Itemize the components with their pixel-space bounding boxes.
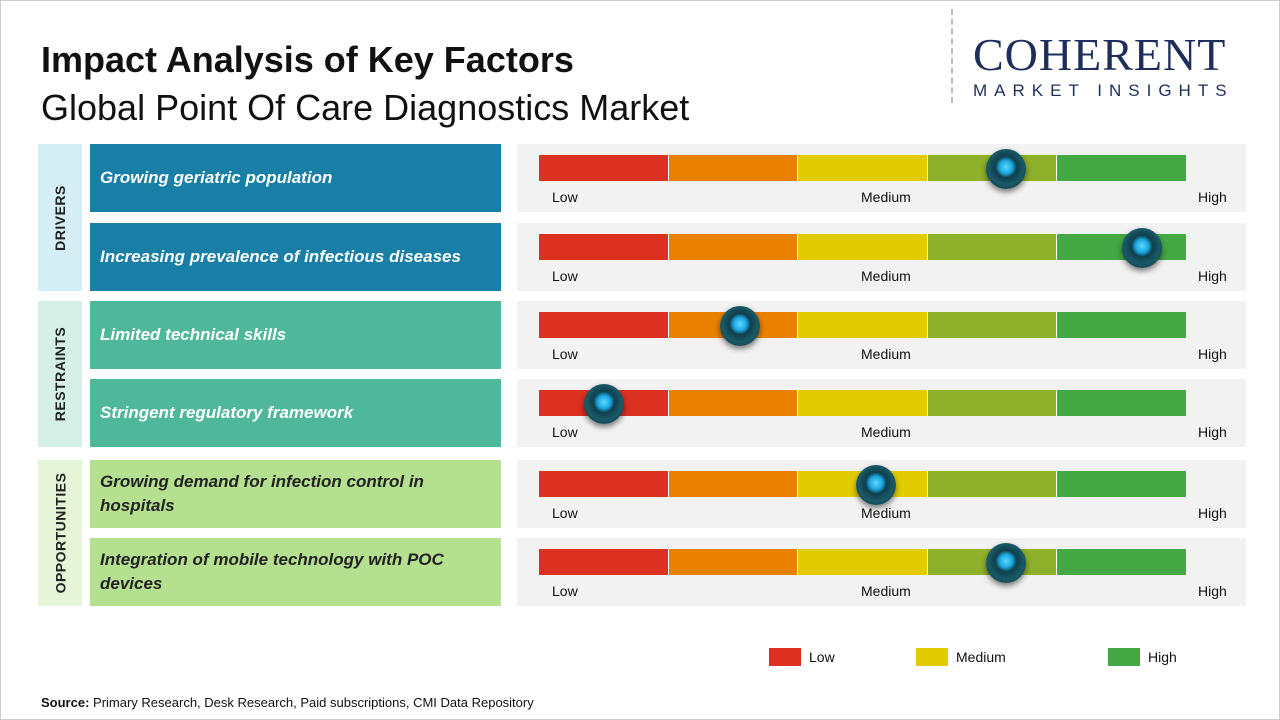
gauge-segment — [1057, 549, 1187, 575]
impact-gauge: Low Medium High — [517, 379, 1246, 447]
factor-label: Stringent regulatory framework — [90, 379, 501, 447]
scale-medium: Medium — [861, 189, 911, 205]
gauge-segment — [1057, 390, 1187, 416]
scale-high: High — [1198, 583, 1227, 599]
group-name: OPPORTUNITIES — [52, 472, 69, 594]
gauge-bar — [539, 384, 1187, 424]
legend-label: Medium — [956, 649, 1006, 665]
impact-knob — [583, 384, 624, 424]
group-label-restraints: RESTRAINTS — [38, 301, 82, 447]
gauge-segment — [668, 390, 799, 416]
gauge-segment — [539, 471, 669, 497]
scale-low: Low — [552, 583, 578, 599]
scale-high: High — [1198, 424, 1227, 440]
gauge-segment — [1057, 471, 1187, 497]
legend-swatch — [769, 648, 801, 666]
group-name: RESTRAINTS — [52, 326, 69, 422]
gauge-segment — [539, 312, 669, 338]
scale-low: Low — [552, 189, 578, 205]
gauge-bar — [539, 306, 1187, 346]
impact-gauge: Low Medium High — [517, 538, 1246, 606]
scale-low: Low — [552, 424, 578, 440]
scale-medium: Medium — [861, 583, 911, 599]
scale-low: Low — [552, 505, 578, 521]
legend-swatch — [916, 648, 948, 666]
impact-knob — [719, 306, 760, 346]
source-label: Source: — [41, 695, 90, 710]
gauge-bar — [539, 149, 1187, 189]
gauge-segment — [668, 234, 799, 260]
gauge-segment — [798, 155, 928, 181]
gauge-segment — [798, 390, 928, 416]
impact-knob — [985, 543, 1026, 583]
impact-knob — [985, 149, 1026, 189]
gauge-segment — [668, 549, 799, 575]
gauge-segment — [927, 471, 1058, 497]
gauge-segment — [798, 549, 928, 575]
factor-label: Growing geriatric population — [90, 144, 501, 212]
scale-high: High — [1198, 346, 1227, 362]
scale-medium: Medium — [861, 424, 911, 440]
gauge-segment — [539, 234, 669, 260]
group-label-drivers: DRIVERS — [38, 144, 82, 291]
impact-knob — [1121, 228, 1162, 268]
gauge-segment — [1057, 155, 1187, 181]
logo-name: COHERENT — [973, 29, 1227, 80]
impact-gauge: Low Medium High — [517, 460, 1246, 528]
gauge-segment — [539, 549, 669, 575]
gauge-segment — [927, 312, 1058, 338]
gauge-bar — [539, 465, 1187, 505]
impact-gauge: Low Medium High — [517, 223, 1246, 291]
impact-gauge: Low Medium High — [517, 301, 1246, 369]
gauge-segment — [668, 155, 799, 181]
factor-label: Integration of mobile technology with PO… — [90, 538, 501, 606]
group-label-opportunities: OPPORTUNITIES — [38, 460, 82, 606]
source-note: Source: Primary Research, Desk Research,… — [41, 695, 534, 711]
scale-low: Low — [552, 346, 578, 362]
impact-knob — [855, 465, 896, 505]
source-text: Primary Research, Desk Research, Paid su… — [89, 695, 534, 710]
scale-high: High — [1198, 268, 1227, 284]
page-subtitle: Global Point Of Care Diagnostics Market — [41, 87, 690, 128]
impact-gauge: Low Medium High — [517, 144, 1246, 212]
legend-swatch — [1108, 648, 1140, 666]
gauge-bar — [539, 228, 1187, 268]
gauge-segment — [668, 471, 799, 497]
legend-item: Medium — [916, 648, 1006, 666]
scale-medium: Medium — [861, 346, 911, 362]
factor-label: Increasing prevalence of infectious dise… — [90, 223, 501, 291]
legend-label: High — [1148, 649, 1177, 665]
scale-medium: Medium — [861, 268, 911, 284]
gauge-segment — [798, 234, 928, 260]
gauge-bar — [539, 543, 1187, 583]
group-name: DRIVERS — [52, 184, 69, 251]
coherent-logo: COHERENT MARKET INSIGHTS — [951, 9, 1271, 103]
scale-high: High — [1198, 505, 1227, 521]
legend-label: Low — [809, 649, 835, 665]
scale-medium: Medium — [861, 505, 911, 521]
gauge-segment — [539, 155, 669, 181]
gauge-segment — [927, 234, 1058, 260]
page-title: Impact Analysis of Key Factors — [41, 39, 574, 80]
gauge-segment — [798, 312, 928, 338]
gauge-segment — [927, 390, 1058, 416]
legend-item: High — [1108, 648, 1177, 666]
legend-item: Low — [769, 648, 835, 666]
scale-high: High — [1198, 189, 1227, 205]
logo-tagline: MARKET INSIGHTS — [973, 81, 1234, 100]
factor-label: Limited technical skills — [90, 301, 501, 369]
scale-low: Low — [552, 268, 578, 284]
factor-label: Growing demand for infection control in … — [90, 460, 501, 528]
gauge-segment — [1057, 312, 1187, 338]
